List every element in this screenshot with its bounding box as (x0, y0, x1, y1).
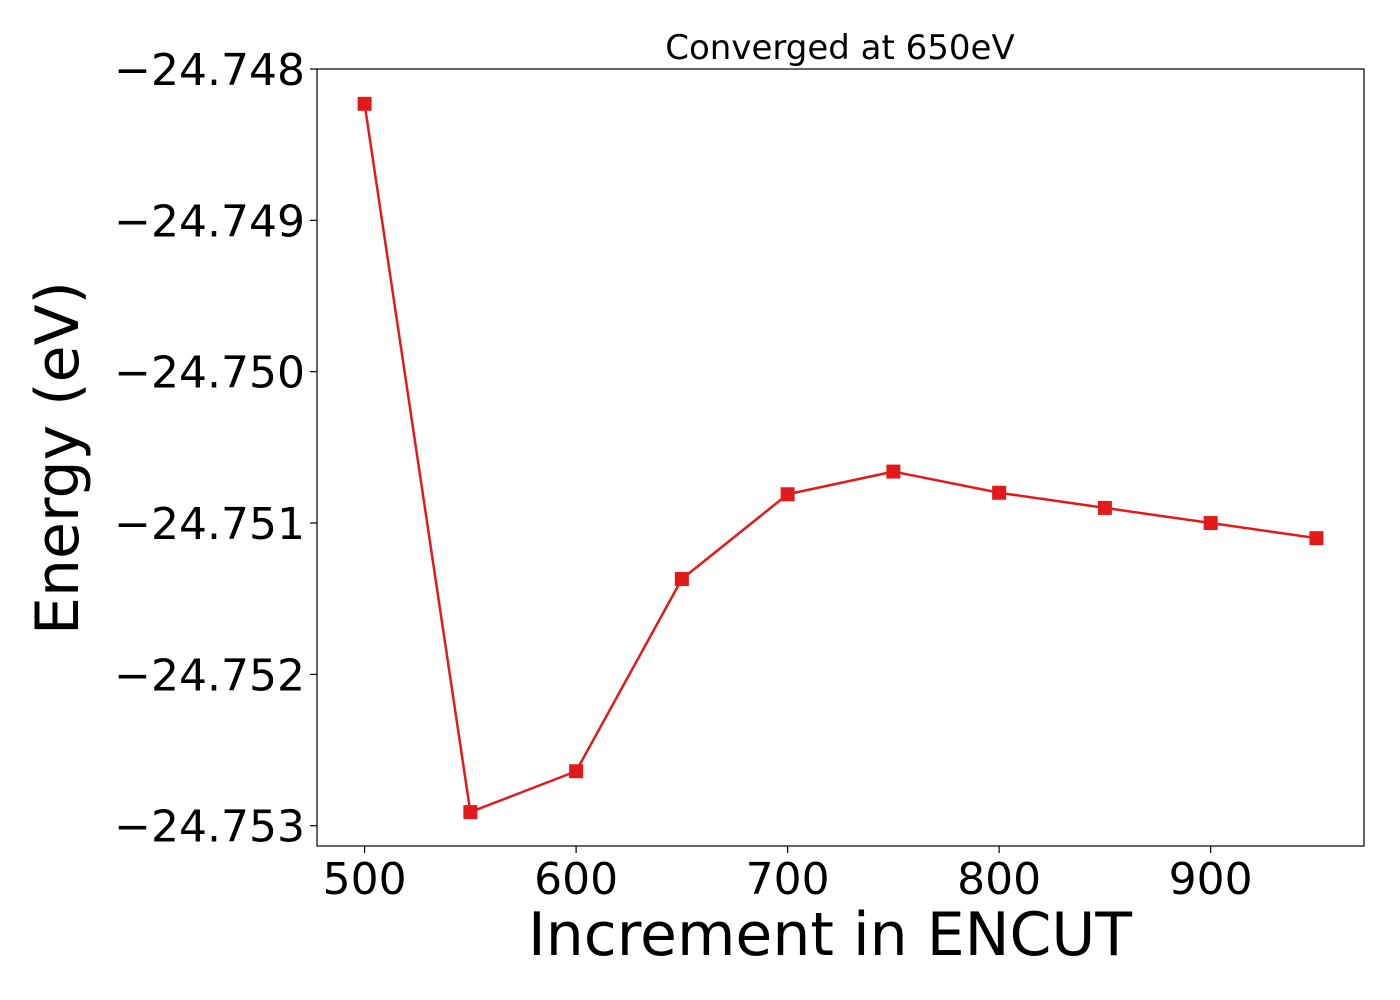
data-point (1203, 516, 1218, 531)
x-tick-label: 800 (957, 854, 1041, 905)
x-tick-label: 700 (746, 854, 830, 905)
data-point (357, 96, 372, 111)
data-point (780, 487, 795, 502)
plot-frame (316, 68, 1365, 847)
y-tick-label: −24.753 (114, 802, 305, 853)
x-tick-label: 500 (323, 854, 407, 905)
chart-title: Converged at 650eV (665, 28, 1014, 68)
y-tick-label: −24.749 (114, 196, 305, 247)
data-point (674, 572, 689, 587)
plot-layer (357, 96, 1324, 820)
x-tick-label: 600 (534, 854, 618, 905)
data-point (463, 805, 478, 820)
y-tick-label: −24.750 (114, 348, 305, 399)
data-point (1309, 531, 1324, 546)
data-point (886, 464, 901, 479)
y-tick-label: −24.748 (114, 45, 305, 96)
y-axis-label: Energy (eV) (23, 281, 93, 635)
data-point (1097, 500, 1112, 515)
y-axis: −24.748 −24.749 −24.750 −24.751 −24.752 −24.7… (114, 45, 317, 853)
y-tick-label: −24.751 (114, 499, 305, 550)
data-point (569, 764, 584, 779)
data-point (992, 485, 1007, 500)
x-axis-label: Increment in ENCUT (528, 900, 1132, 970)
x-axis: 500 600 700 800 900 (323, 846, 1253, 905)
y-tick-label: −24.752 (114, 650, 305, 701)
series-line (363, 103, 1317, 814)
x-tick-label: 900 (1169, 854, 1253, 905)
